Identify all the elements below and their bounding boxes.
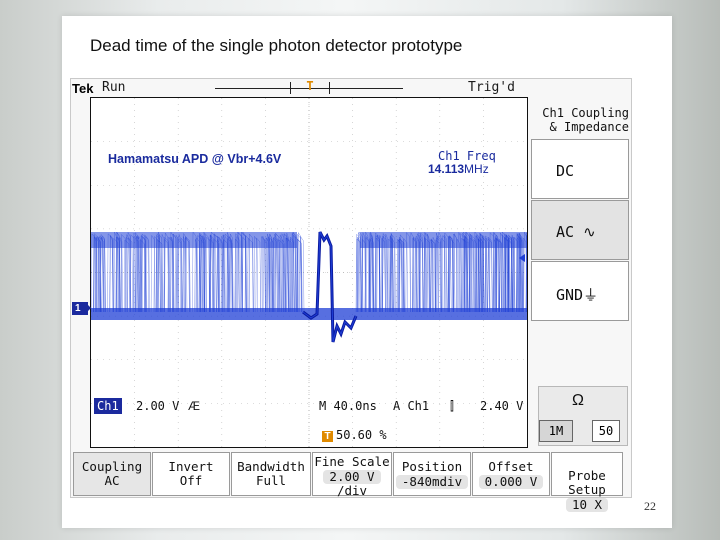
acquisition-state: Run (102, 80, 126, 95)
bandwidth-menu-label: Bandwidth (237, 459, 305, 474)
bandwidth-limit-icon: Æ (188, 399, 200, 413)
coupling-menu-value: AC (104, 473, 120, 488)
waveform-display (91, 98, 527, 447)
ohm-icon: Ω (572, 392, 584, 409)
channel-1-marker[interactable]: 1 (72, 302, 88, 315)
trigger-icon: T (322, 431, 333, 442)
coupling-dc-label: DC (556, 162, 575, 180)
channel-1-marker-arrow (85, 302, 91, 314)
measurement-number: 14.113 (428, 162, 465, 176)
invert-menu-label: Invert (168, 459, 214, 474)
termination-1m-button[interactable]: 1M (539, 420, 573, 442)
probe-setup-menu-label: Probe Setup (568, 468, 606, 497)
bottom-menu: Coupling AC Invert Off Bandwidth Full Fi… (73, 452, 623, 512)
fine-scale-menu-value: 2.00 V (323, 470, 381, 484)
coupling-dc-button[interactable]: DC (531, 139, 629, 199)
coupling-gnd-button[interactable]: GND⏚ (531, 261, 629, 321)
trigger-position-readout: T 50.60 % (322, 426, 387, 444)
side-menu-title-line2: & Impedance (549, 120, 629, 134)
annotation-text: Hamamatsu APD @ Vbr+4.6V (108, 152, 282, 166)
measurement-value: 14.113MHz (428, 162, 489, 176)
measurement-unit: MHz (464, 162, 489, 176)
trigger-level: 2.40 V (480, 399, 524, 413)
trigger-state: Trig'd (468, 80, 515, 95)
trigger-position-marker: T (306, 79, 314, 93)
record-view-bar (215, 88, 403, 89)
position-menu-button[interactable]: Position -840mdiv (393, 452, 471, 496)
tek-logo: Tek (72, 81, 94, 96)
coupling-menu-label: Coupling (81, 459, 143, 474)
fine-scale-menu-unit: /div (336, 483, 368, 498)
fine-scale-menu-button[interactable]: Fine Scale 2.00 V /div (312, 452, 392, 498)
side-menu-title-line1: Ch1 Coupling (542, 106, 629, 120)
side-menu-title: Ch1 Coupling & Impedance (531, 106, 629, 134)
position-menu-value: -840mdiv (395, 475, 469, 489)
position-menu-label: Position (401, 459, 463, 474)
offset-menu-label: Offset (488, 459, 534, 474)
channel-badge[interactable]: Ch1 (94, 398, 122, 414)
slide-title: Dead time of the single photon detector … (90, 36, 463, 55)
record-view-bracket (290, 82, 330, 94)
coupling-menu-button[interactable]: Coupling AC (73, 452, 151, 496)
triggered-pulse-highlight (302, 231, 357, 343)
bandwidth-menu-button[interactable]: Bandwidth Full (231, 452, 311, 496)
status-readout: Ch1 2.00 V Æ M 40.0ns A Ch1 ⫿ 2.40 V (90, 398, 530, 418)
volts-per-div: 2.00 V (136, 399, 180, 413)
offset-menu-value: 0.000 V (478, 475, 544, 489)
termination-50-button[interactable]: 50 (592, 420, 620, 442)
trigger-position-value: 50.60 % (336, 428, 387, 442)
top-band-left (91, 232, 297, 248)
timebase-readout: M 40.0ns (319, 399, 377, 413)
coupling-gnd-label: GND⏚ (556, 286, 599, 304)
reference-level-arrow (519, 254, 525, 262)
invert-menu-value: Off (179, 473, 203, 488)
page-number: 22 (644, 499, 656, 513)
offset-menu-button[interactable]: Offset 0.000 V (472, 452, 550, 496)
graticule (90, 97, 528, 448)
bandwidth-menu-value: Full (255, 473, 287, 488)
baseline-band (91, 308, 527, 320)
top-band-right (360, 232, 527, 248)
coupling-ac-label: AC ∿ (556, 223, 596, 241)
probe-setup-menu-button[interactable]: Probe Setup 10 X (551, 452, 623, 512)
measurement-label: Ch1 Freq (438, 149, 496, 163)
coupling-ac-button[interactable]: AC ∿ (531, 200, 629, 260)
probe-setup-menu-value: 10 X (565, 498, 609, 512)
trigger-source: A Ch1 (393, 399, 430, 413)
invert-menu-button[interactable]: Invert Off (152, 452, 230, 496)
fine-scale-menu-label: Fine Scale (314, 454, 390, 469)
rising-edge-icon: ⫿ (450, 399, 454, 413)
